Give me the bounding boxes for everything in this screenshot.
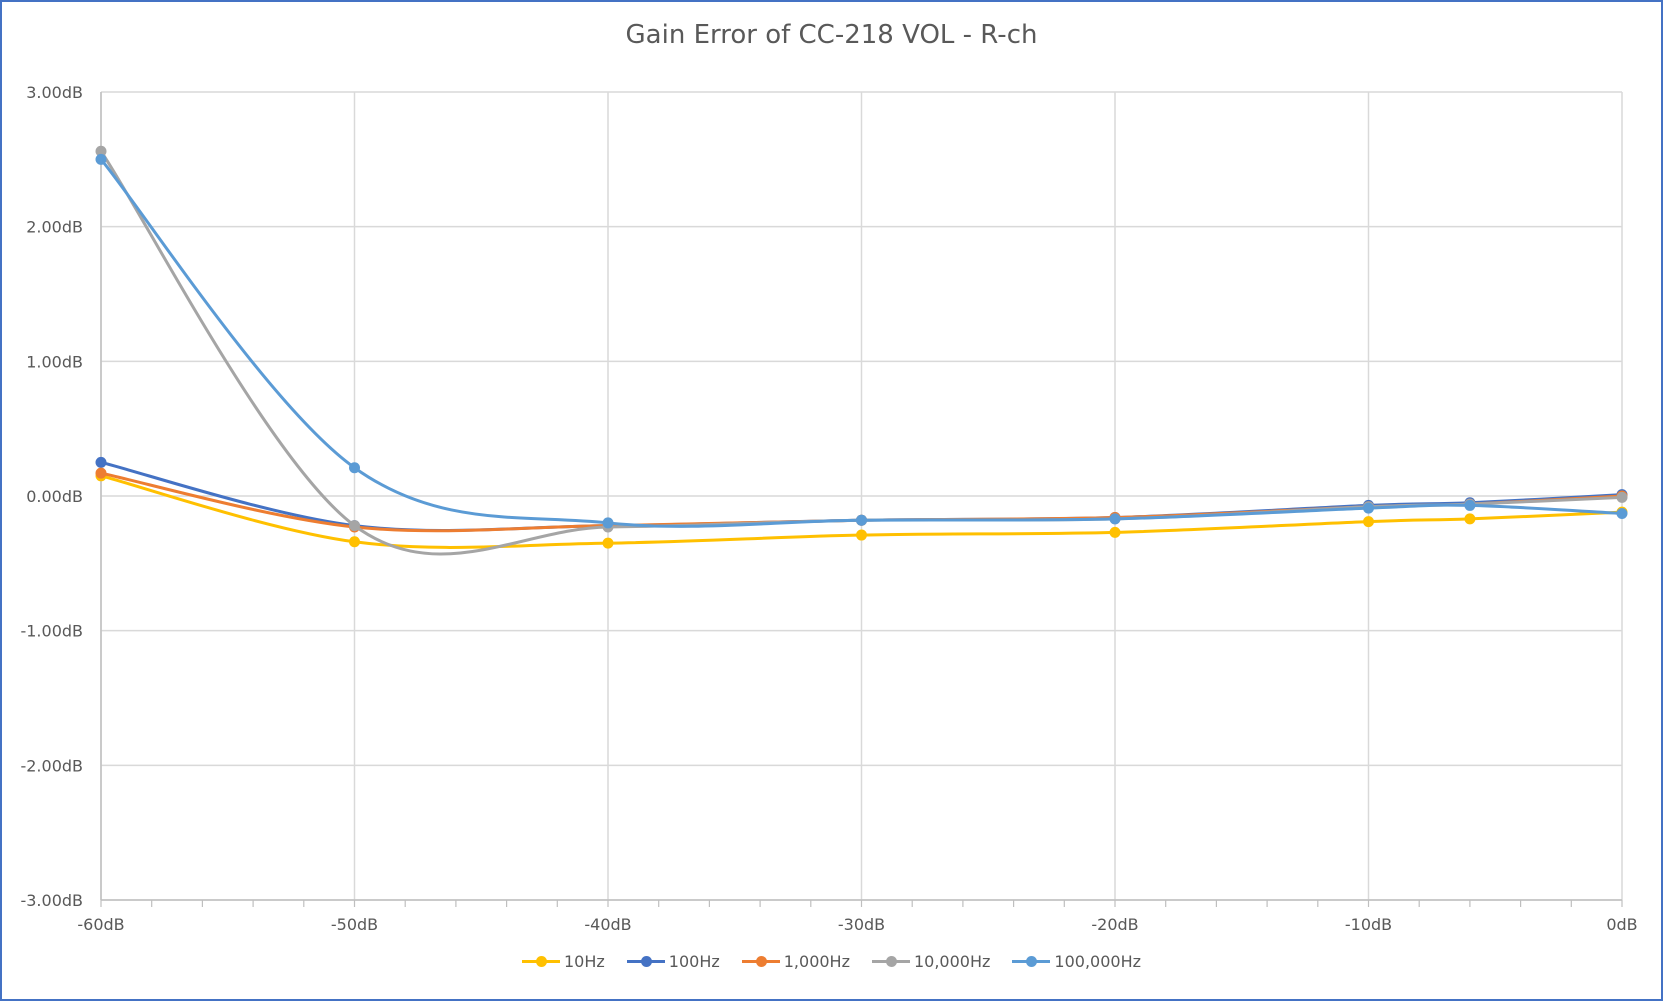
y-tick-label: 3.00dB <box>26 83 83 102</box>
y-tick-label: -1.00dB <box>20 622 83 641</box>
data-point <box>1363 502 1374 514</box>
data-point <box>95 145 107 157</box>
legend-label: 10,000Hz <box>913 952 991 971</box>
legend-item: 10,000Hz <box>871 952 991 971</box>
data-point <box>95 467 107 479</box>
series-line-4 <box>99 158 1623 528</box>
data-point <box>95 456 107 468</box>
y-tick-label: -3.00dB <box>20 891 83 910</box>
y-tick-label: 2.00dB <box>26 218 83 237</box>
x-tick-label: -50dB <box>331 915 378 934</box>
legend-label: 100Hz <box>668 952 720 971</box>
data-point <box>1616 508 1628 520</box>
y-tick-label: -2.00dB <box>20 756 83 775</box>
legend-item: 100Hz <box>626 952 720 971</box>
chart-legend: 10Hz 100Hz 1,000Hz 10,000Hz 100,000Hz <box>0 952 1663 971</box>
legend-label: 1,000Hz <box>783 952 850 971</box>
data-point <box>856 529 867 541</box>
data-point <box>349 520 360 532</box>
legend-marker <box>1012 956 1051 967</box>
legend-marker <box>521 956 560 967</box>
chart-title: Gain Error of CC-218 VOL - R-ch <box>625 20 1038 50</box>
x-tick-label: -60dB <box>77 915 124 934</box>
data-point <box>602 517 614 529</box>
x-tick-label: -20dB <box>1091 915 1138 934</box>
data-point <box>1109 526 1121 538</box>
legend-label: 100,000Hz <box>1054 952 1141 971</box>
y-tick-label: 0.00dB <box>26 487 83 506</box>
data-point <box>95 153 107 165</box>
legend-marker <box>871 956 910 967</box>
x-tick-label: -30dB <box>838 915 885 934</box>
x-tick-label: -10dB <box>1345 915 1392 934</box>
legend-item: 10Hz <box>521 952 605 971</box>
data-point <box>1109 513 1121 525</box>
legend-label: 10Hz <box>563 952 605 971</box>
data-point <box>1464 513 1476 525</box>
legend-marker <box>741 956 780 967</box>
x-tick-label: 0dB <box>1606 915 1637 934</box>
y-tick-label: 1.00dB <box>26 352 83 371</box>
x-tick-label: -40dB <box>584 915 631 934</box>
data-point <box>349 536 360 548</box>
legend-marker <box>626 956 665 967</box>
data-point <box>349 462 360 474</box>
data-point <box>602 537 614 549</box>
data-point <box>1363 516 1374 528</box>
data-point <box>856 514 867 526</box>
data-point <box>1616 491 1628 503</box>
legend-item: 100,000Hz <box>1012 952 1141 971</box>
data-point <box>1464 499 1476 511</box>
legend-item: 1,000Hz <box>741 952 850 971</box>
